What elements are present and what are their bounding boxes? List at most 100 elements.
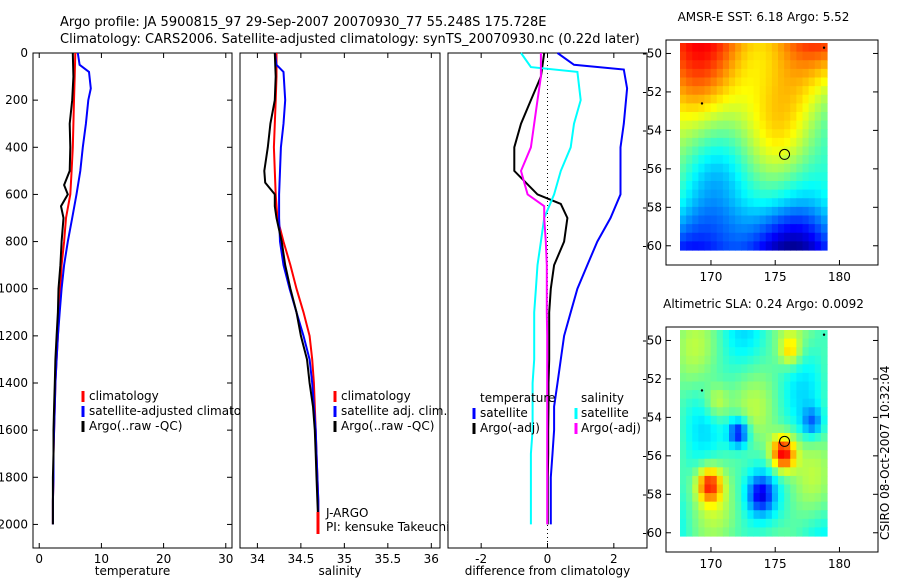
- heatmap-cell: [753, 163, 761, 173]
- heatmap-cell: [771, 364, 779, 374]
- heatmap-cell: [802, 501, 810, 511]
- heatmap-cell: [710, 155, 718, 165]
- heatmap-cell: [680, 510, 687, 520]
- side-label: CSIRO 08-Oct-2007 10:32:04: [878, 366, 892, 540]
- heatmap-cell: [802, 441, 810, 451]
- heatmap-cell: [716, 129, 724, 139]
- heatmap-cell: [729, 172, 736, 182]
- heatmap-cell: [692, 347, 699, 357]
- heatmap-cell: [778, 189, 785, 199]
- heatmap-cell: [814, 501, 822, 511]
- heatmap-cell: [808, 103, 816, 113]
- heatmap-cell: [692, 60, 699, 70]
- heatmap-cell: [808, 501, 816, 511]
- heatmap-cell: [778, 424, 785, 434]
- heatmap-cell: [765, 390, 773, 400]
- heatmap-cell: [784, 372, 791, 383]
- legend-entry: Argo(-adj): [480, 421, 540, 435]
- heatmap-cell: [753, 120, 761, 130]
- heatmap-cell: [784, 364, 791, 374]
- heatmap-cell: [741, 347, 748, 357]
- heatmap-cell: [686, 398, 693, 408]
- heatmap-cell: [729, 103, 736, 113]
- heatmap-cell: [722, 120, 730, 130]
- heatmap-cell: [698, 484, 706, 494]
- heatmap-cell: [771, 163, 779, 173]
- heatmap-cell: [741, 60, 748, 70]
- heatmap-cell: [790, 146, 797, 156]
- station-dot: [700, 102, 704, 105]
- heatmap-cell: [704, 189, 712, 199]
- y-tick-label: 400: [5, 140, 28, 154]
- heatmap-cell: [680, 232, 687, 242]
- heatmap-cell: [771, 390, 779, 400]
- heatmap-cell: [735, 372, 742, 383]
- heatmap-cell: [704, 120, 712, 130]
- heatmap-cell: [747, 364, 755, 374]
- heatmap-cell: [747, 241, 755, 251]
- heatmap-cell: [808, 198, 816, 208]
- heatmap-cell: [765, 86, 773, 96]
- heatmap-cell: [771, 77, 779, 87]
- heatmap-cell: [796, 198, 804, 208]
- heatmap-cell: [778, 51, 785, 61]
- heatmap-cell: [722, 172, 730, 182]
- heatmap-cell: [814, 390, 822, 400]
- heatmap-cell: [753, 415, 761, 426]
- heatmap-cell: [802, 155, 810, 165]
- heatmap-cell: [784, 137, 791, 148]
- heatmap-cell: [790, 355, 797, 365]
- y-tick-label: 1800: [0, 470, 28, 484]
- heatmap-cell: [716, 407, 724, 417]
- heatmap-cell: [710, 198, 718, 208]
- heatmap-cell: [808, 43, 816, 53]
- heatmap-cell: [814, 467, 822, 477]
- heatmap-cell: [747, 94, 755, 104]
- heatmap-cell: [692, 68, 699, 79]
- heatmap-cell: [784, 424, 791, 434]
- heatmap-cell: [722, 206, 730, 217]
- heatmap-cell: [814, 155, 822, 165]
- y-tick-label: -60: [642, 239, 662, 253]
- heatmap-cell: [790, 129, 797, 139]
- map-panel-1: Altimetric SLA: 0.24 Argo: 0.0092 170 175 1…: [642, 297, 879, 571]
- heatmap-cell: [771, 146, 779, 156]
- heatmap-cell: [759, 433, 767, 443]
- heatmap-cell: [716, 433, 724, 443]
- heatmap-cell: [692, 527, 699, 537]
- heatmap-cell: [710, 467, 718, 477]
- heatmap-cell: [808, 527, 816, 537]
- heatmap-cell: [808, 372, 816, 383]
- x-tick-label: 175: [764, 557, 787, 571]
- heatmap-cell: [771, 501, 779, 511]
- heatmap-cell: [814, 347, 822, 357]
- heatmap-cell: [686, 198, 693, 208]
- heatmap-cell: [796, 364, 804, 374]
- heatmap-cell: [729, 407, 736, 417]
- heatmap-cell: [692, 103, 699, 113]
- heatmap-cell: [753, 518, 761, 529]
- heatmap-cell: [796, 484, 804, 494]
- heatmap-cell: [759, 475, 767, 486]
- heatmap-cell: [753, 407, 761, 417]
- heatmap-cell: [704, 68, 712, 79]
- heatmap-cell: [735, 493, 742, 503]
- heatmap-cell: [784, 86, 791, 96]
- heatmap-cell: [778, 518, 785, 529]
- heatmap-cell: [759, 398, 767, 408]
- heatmap-cell: [747, 215, 755, 225]
- heatmap-cell: [686, 172, 693, 182]
- heatmap-cell: [814, 146, 822, 156]
- heatmap-cell: [729, 527, 736, 537]
- heatmap-cell: [808, 163, 816, 173]
- heatmap-cell: [716, 330, 724, 340]
- heatmap-cell: [698, 390, 706, 400]
- series-line: [263, 52, 320, 525]
- heatmap-cell: [796, 189, 804, 199]
- heatmap-cell: [765, 510, 773, 520]
- heatmap-cell: [722, 181, 730, 191]
- x-tick-label: 0: [544, 552, 552, 566]
- argo-position-marker: [779, 148, 791, 160]
- heatmap-cell: [692, 43, 699, 53]
- heatmap-cell: [704, 510, 712, 520]
